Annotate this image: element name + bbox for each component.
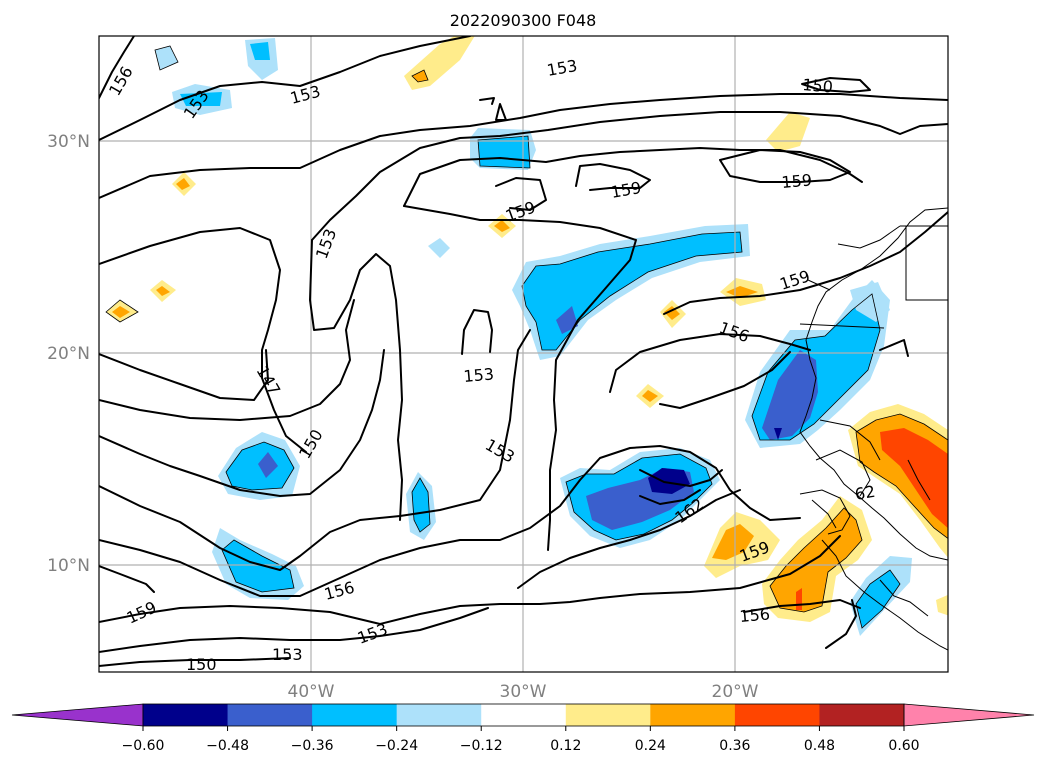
contour-label: 153	[272, 645, 303, 664]
colorbar-segment	[481, 704, 567, 726]
lat-tick-label: 30°N	[47, 132, 90, 152]
contour-label: 159	[781, 170, 813, 192]
lon-tick-label: 20°W	[712, 682, 759, 702]
colorbar-segment	[734, 704, 820, 726]
colorbar-tick-label: −0.48	[206, 738, 249, 754]
height-contours	[99, 36, 948, 667]
contour-label: 156	[739, 604, 771, 626]
colorbar-extend-max	[903, 703, 1035, 727]
lat-tick-labels: 30°N 20°N 10°N	[47, 132, 90, 576]
colorbar-tick-label: 0.60	[888, 738, 919, 754]
colorbar: −0.60 −0.48 −0.36 −0.24 −0.12 0.12 0.24 0.36 0.4…	[11, 703, 1035, 754]
positive-shading	[106, 36, 948, 622]
colorbar-segment	[396, 704, 482, 726]
colorbar-extend-min	[11, 703, 144, 727]
colorbar-tick-label: 0.36	[719, 738, 750, 754]
map-frame	[98, 35, 949, 673]
colorbar-segment	[312, 704, 398, 726]
contour-label: 153	[463, 364, 495, 386]
colorbar-tick-label: −0.12	[460, 738, 503, 754]
colorbar-segment	[819, 704, 905, 726]
contour-label: 150	[802, 75, 834, 97]
colorbar-tick-label: −0.36	[291, 738, 334, 754]
lon-tick-label: 30°W	[500, 682, 547, 702]
lat-tick-label: 10°N	[47, 556, 90, 576]
shading-outlines	[105, 45, 948, 629]
colorbar-tick-label: −0.60	[122, 738, 165, 754]
contour-label: 150	[186, 655, 217, 674]
colorbar-tick-label: 0.48	[804, 738, 835, 754]
colorbar-segment	[565, 704, 651, 726]
figure-title: 2022090300 F048	[450, 11, 597, 30]
colorbar-tick-label: 0.12	[550, 738, 581, 754]
colorbar-tick-label: −0.24	[375, 738, 418, 754]
colorbar-tick-label: 0.24	[635, 738, 666, 754]
colorbar-segment	[143, 704, 229, 726]
contour-label: 62	[853, 482, 876, 504]
lat-tick-label: 20°N	[47, 344, 90, 364]
colorbar-segment	[227, 704, 313, 726]
colorbar-frame	[142, 703, 905, 727]
lon-tick-label: 40°W	[288, 682, 335, 702]
map-panel: 156 153 153 153 150 153 159 159 159 153 …	[47, 35, 949, 702]
coastlines	[799, 207, 948, 651]
colorbar-segment	[650, 704, 736, 726]
lon-tick-labels: 40°W 30°W 20°W	[288, 682, 759, 702]
